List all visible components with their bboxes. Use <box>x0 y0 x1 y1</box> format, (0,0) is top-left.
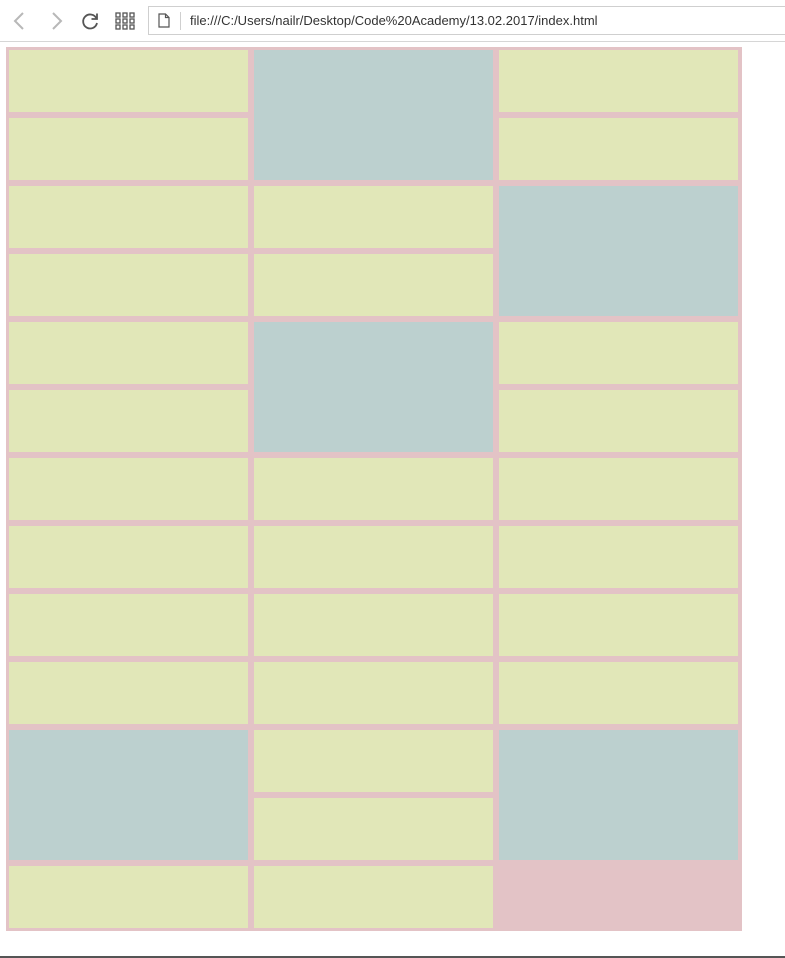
small-tile <box>251 251 496 319</box>
small-tile <box>496 115 741 183</box>
small-tile <box>496 47 741 115</box>
big-tile <box>496 727 741 863</box>
browser-toolbar: file:///C:/Users/nailr/Desktop/Code%20Ac… <box>0 0 785 42</box>
forward-icon <box>52 12 63 30</box>
apps-grid-icon <box>115 12 135 30</box>
small-tile <box>496 455 741 523</box>
apps-button[interactable] <box>112 8 138 34</box>
small-tile <box>6 47 251 115</box>
big-tile <box>6 727 251 863</box>
small-tile <box>6 863 251 931</box>
back-icon <box>13 12 24 30</box>
small-tile <box>6 183 251 251</box>
masonry-column-1 <box>6 47 251 931</box>
big-tile <box>496 183 741 319</box>
small-tile <box>6 455 251 523</box>
small-tile <box>496 387 741 455</box>
small-tile <box>251 863 496 931</box>
url-text[interactable]: file:///C:/Users/nailr/Desktop/Code%20Ac… <box>190 13 598 28</box>
small-tile <box>251 727 496 795</box>
forward-button[interactable] <box>44 8 70 34</box>
column-empty-space <box>496 863 741 931</box>
big-tile <box>251 47 496 183</box>
small-tile <box>6 115 251 183</box>
small-tile <box>496 319 741 387</box>
small-tile <box>6 251 251 319</box>
small-tile <box>251 523 496 591</box>
small-tile <box>6 387 251 455</box>
small-tile <box>6 591 251 659</box>
window-bottom-border <box>0 956 785 958</box>
small-tile <box>496 659 741 727</box>
small-tile <box>496 591 741 659</box>
reload-button[interactable] <box>77 8 103 34</box>
small-tile <box>6 523 251 591</box>
small-tile <box>496 523 741 591</box>
file-icon <box>158 13 172 29</box>
masonry-column-3 <box>496 47 741 931</box>
small-tile <box>251 591 496 659</box>
masonry-column-2 <box>251 47 496 931</box>
small-tile <box>6 319 251 387</box>
page-viewport <box>0 42 785 958</box>
big-tile <box>251 319 496 455</box>
reload-icon <box>82 13 98 30</box>
address-divider <box>180 11 181 30</box>
masonry-grid <box>6 47 742 931</box>
back-button[interactable] <box>6 8 32 34</box>
small-tile <box>251 183 496 251</box>
small-tile <box>6 659 251 727</box>
small-tile <box>251 659 496 727</box>
address-bar[interactable]: file:///C:/Users/nailr/Desktop/Code%20Ac… <box>148 6 785 35</box>
small-tile <box>251 795 496 863</box>
small-tile <box>251 455 496 523</box>
